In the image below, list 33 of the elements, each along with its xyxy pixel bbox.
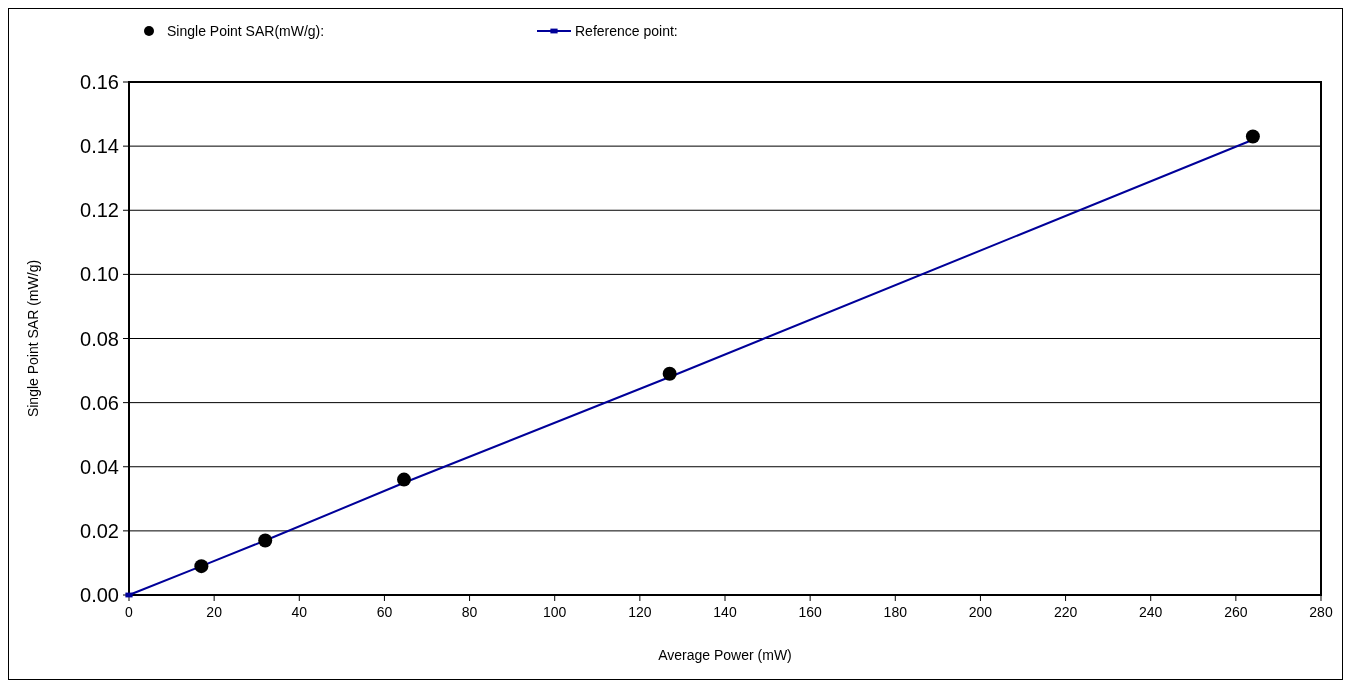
y-tick-label: 0.12 xyxy=(80,199,119,222)
y-tick-label: 0.06 xyxy=(80,391,119,414)
x-tick-label: 140 xyxy=(713,604,737,620)
x-tick-label: 260 xyxy=(1224,604,1248,620)
point xyxy=(397,472,412,487)
x-tick-label: 160 xyxy=(798,604,823,620)
y-tick-label: 0.04 xyxy=(80,455,119,478)
point xyxy=(662,366,677,381)
x-tick-label: 100 xyxy=(543,604,567,620)
legend-label: Reference point: xyxy=(575,23,678,39)
point xyxy=(194,559,209,574)
y-tick-label: 0.16 xyxy=(80,71,119,93)
y-tick-label: 0.10 xyxy=(80,263,119,286)
x-axis-title: Average Power (mW) xyxy=(658,647,792,663)
point xyxy=(1245,129,1260,144)
x-tick-label: 0 xyxy=(125,604,134,620)
x-tick-label: 200 xyxy=(968,604,993,620)
x-tick-label: 220 xyxy=(1053,604,1078,620)
x-tick-label: 80 xyxy=(461,604,478,620)
y-axis-title: Single Point SAR (mW/g) xyxy=(25,259,41,418)
x-tick-label: 120 xyxy=(628,604,652,620)
x-tick-label: 280 xyxy=(1309,604,1333,620)
x-tick-label: 240 xyxy=(1139,604,1163,620)
y-tick-label: 0.00 xyxy=(80,584,119,606)
y-tick-label: 0.08 xyxy=(80,327,119,350)
y-tick-label: 0.14 xyxy=(80,135,119,158)
x-tick-label: 60 xyxy=(376,604,393,620)
x-tick-label: 40 xyxy=(291,604,308,620)
x-tick-label: 180 xyxy=(883,604,908,620)
point xyxy=(258,533,273,548)
x-tick-label: 20 xyxy=(206,604,223,620)
legend-label: Single Point SAR(mW/g): xyxy=(167,23,325,39)
y-tick-label: 0.02 xyxy=(80,519,119,542)
